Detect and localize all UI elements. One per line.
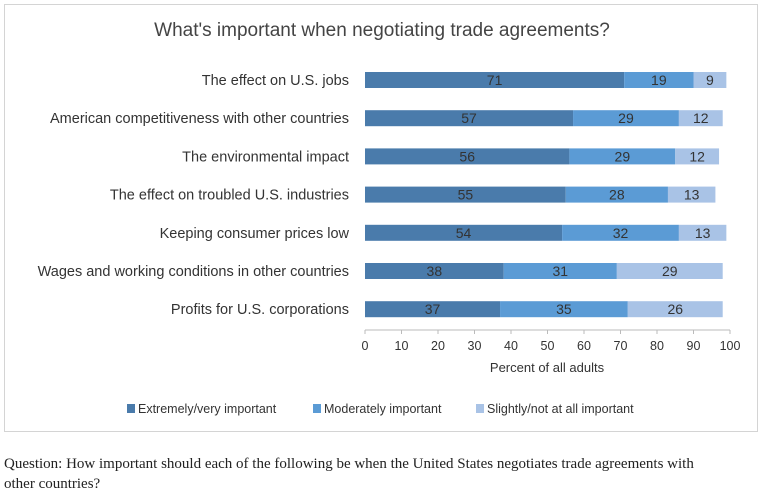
x-tick-label: 40 <box>504 339 518 353</box>
bar-segment <box>500 301 628 318</box>
x-tick-label: 0 <box>362 339 369 353</box>
data-label: 28 <box>609 187 625 203</box>
x-tick-label: 20 <box>431 339 445 353</box>
bar-segment <box>693 72 727 88</box>
data-label: 13 <box>684 187 700 203</box>
x-tick-label: 10 <box>395 339 409 353</box>
bar-segment <box>616 263 723 279</box>
data-label: 26 <box>667 301 683 317</box>
question-footnote: Question: How important should each of t… <box>4 456 694 492</box>
data-label: 12 <box>689 148 705 164</box>
data-label: 35 <box>556 301 572 317</box>
x-tick-label: 60 <box>577 339 591 353</box>
bar-segment <box>624 72 694 88</box>
category-label: American competitiveness with other coun… <box>50 111 349 127</box>
bar-segment <box>627 301 723 318</box>
bar-segment <box>365 301 501 318</box>
bar-segment <box>562 224 679 241</box>
x-tick-label: 30 <box>468 339 482 353</box>
bar-segment <box>569 148 676 165</box>
x-tick-label: 80 <box>650 339 664 353</box>
data-label: 13 <box>695 225 711 241</box>
category-label: The effect on U.S. jobs <box>202 73 349 89</box>
data-label: 57 <box>461 110 477 126</box>
bar-segment <box>365 186 566 203</box>
data-label: 56 <box>459 148 475 164</box>
data-label: 29 <box>615 148 631 164</box>
legend-label: Moderately important <box>324 402 442 416</box>
chart-title: What's important when negotiating trade … <box>154 20 610 41</box>
data-label: 12 <box>693 110 709 126</box>
bar-segment <box>678 110 723 127</box>
category-label: The effect on troubled U.S. industries <box>110 188 349 204</box>
data-label: 29 <box>618 110 634 126</box>
category-label: The environmental impact <box>182 149 349 165</box>
data-label: 71 <box>487 72 503 88</box>
legend-swatch <box>476 404 484 413</box>
bar-segment <box>565 186 668 203</box>
bar-segment <box>678 224 727 241</box>
data-label: 9 <box>706 72 714 88</box>
data-label: 31 <box>552 263 568 279</box>
x-tick-label: 50 <box>541 339 555 353</box>
bar-segment <box>365 263 504 279</box>
x-tick-label: 70 <box>614 339 628 353</box>
legend-swatch <box>313 404 321 413</box>
data-label: 19 <box>651 72 667 88</box>
bar-segment <box>365 224 563 241</box>
data-label: 37 <box>425 301 441 317</box>
data-label: 29 <box>662 263 678 279</box>
data-label: 55 <box>458 187 474 203</box>
bar-segment <box>365 110 574 127</box>
data-label: 54 <box>456 225 472 241</box>
bar-segment <box>573 110 679 127</box>
bar-segment <box>365 148 570 165</box>
stacked-bar-chart: What's important when negotiating trade … <box>38 20 741 416</box>
category-label: Wages and working conditions in other co… <box>38 264 349 280</box>
data-label: 32 <box>613 225 629 241</box>
category-label: Keeping consumer prices low <box>160 226 350 242</box>
x-tick-label: 90 <box>687 339 701 353</box>
bar-segment <box>365 72 625 88</box>
data-label: 38 <box>427 263 443 279</box>
legend-label: Extremely/very important <box>138 402 277 416</box>
legend-label: Slightly/not at all important <box>487 402 634 416</box>
x-tick-label: 100 <box>720 339 741 353</box>
category-label: Profits for U.S. corporations <box>171 302 349 318</box>
bar-segment <box>667 186 716 203</box>
legend-swatch <box>127 404 135 413</box>
bar-segment <box>675 148 720 165</box>
bar-segment <box>503 263 617 279</box>
x-axis-title: Percent of all adults <box>490 360 605 375</box>
